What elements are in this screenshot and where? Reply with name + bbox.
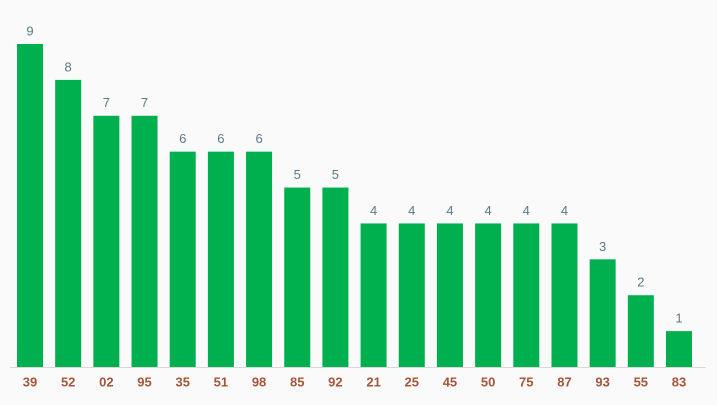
x-tick-label: 02 bbox=[99, 374, 113, 389]
x-tick-label: 55 bbox=[634, 374, 648, 389]
x-tick-label: 87 bbox=[557, 374, 571, 389]
value-label: 8 bbox=[65, 59, 72, 74]
bar bbox=[207, 151, 234, 367]
value-label: 5 bbox=[294, 167, 301, 182]
bar bbox=[627, 295, 654, 367]
value-label: 2 bbox=[637, 275, 644, 290]
value-label: 6 bbox=[179, 131, 186, 146]
value-label: 4 bbox=[408, 203, 415, 218]
bar bbox=[17, 44, 43, 367]
value-label: 1 bbox=[675, 311, 682, 326]
value-label: 5 bbox=[332, 167, 339, 182]
x-tick-label: 21 bbox=[366, 374, 380, 389]
x-tick-label: 75 bbox=[519, 374, 533, 389]
bar bbox=[398, 223, 425, 367]
value-label: 4 bbox=[446, 203, 453, 218]
bar bbox=[666, 331, 692, 367]
bar bbox=[55, 79, 82, 367]
x-tick-label: 51 bbox=[214, 374, 228, 389]
value-label: 4 bbox=[370, 203, 377, 218]
value-label: 7 bbox=[103, 95, 110, 110]
x-tick-label: 45 bbox=[443, 374, 457, 389]
value-label: 3 bbox=[599, 239, 606, 254]
value-label: 4 bbox=[561, 203, 568, 218]
x-tick-label: 95 bbox=[137, 374, 151, 389]
value-label: 4 bbox=[523, 203, 530, 218]
value-label: 7 bbox=[141, 95, 148, 110]
x-tick-label: 39 bbox=[23, 374, 37, 389]
bar bbox=[589, 259, 616, 367]
value-label: 6 bbox=[217, 131, 224, 146]
value-label: 4 bbox=[485, 203, 492, 218]
x-tick-label: 98 bbox=[252, 374, 266, 389]
x-tick-label: 83 bbox=[672, 374, 686, 389]
bar bbox=[436, 223, 463, 367]
x-tick-label: 93 bbox=[595, 374, 609, 389]
bar bbox=[93, 115, 120, 368]
bar bbox=[475, 223, 502, 367]
bar bbox=[131, 115, 158, 368]
value-label: 9 bbox=[26, 23, 33, 38]
x-tick-label: 85 bbox=[290, 374, 304, 389]
x-tick-label: 35 bbox=[175, 374, 189, 389]
bar bbox=[284, 187, 311, 367]
x-tick-label: 25 bbox=[405, 374, 419, 389]
x-tick-label: 52 bbox=[61, 374, 75, 389]
bar bbox=[513, 223, 540, 367]
x-tick-label: 92 bbox=[328, 374, 342, 389]
bar bbox=[322, 187, 349, 367]
bar bbox=[551, 223, 578, 367]
value-label: 6 bbox=[255, 131, 262, 146]
bar bbox=[169, 151, 196, 367]
bar bbox=[360, 223, 387, 367]
x-tick-label: 50 bbox=[481, 374, 495, 389]
bar bbox=[246, 151, 273, 367]
